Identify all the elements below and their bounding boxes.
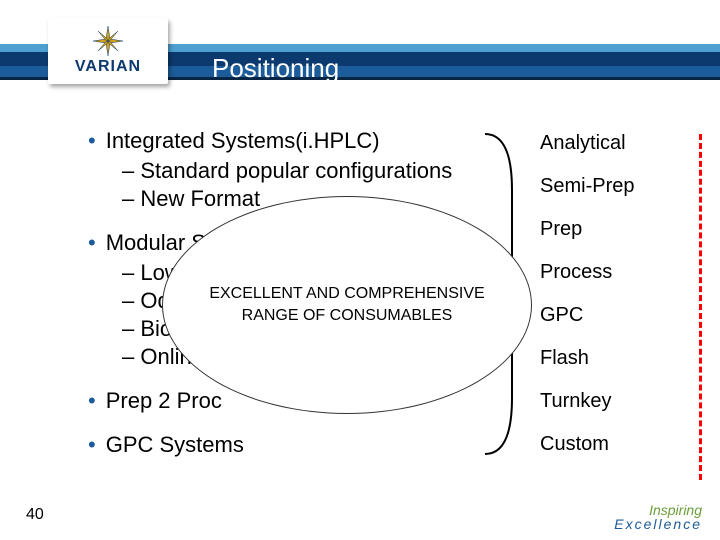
footer-tagline: Inspiring Excellence (614, 502, 702, 532)
bullet-item: •GPC Systems (88, 432, 648, 458)
bullet-text: GPC Systems (106, 432, 244, 457)
slide-title: Positioning (212, 53, 339, 84)
logo: VARIAN (48, 18, 168, 84)
callout-line1: EXCELLENT AND COMPREHENSIVE (209, 285, 484, 302)
bullet-group: •GPC Systems (88, 432, 648, 458)
red-dashed-line (699, 134, 702, 480)
logo-text: VARIAN (75, 58, 141, 76)
callout-text: EXCELLENT AND COMPREHENSIVE RANGE OF CON… (209, 283, 484, 326)
footer-line2: Excellence (614, 516, 702, 532)
callout-line2: RANGE OF CONSUMABLES (242, 307, 453, 324)
callout-oval: EXCELLENT AND COMPREHENSIVE RANGE OF CON… (162, 196, 532, 414)
starburst-icon (93, 26, 123, 56)
header: VARIAN Positioning (0, 0, 720, 100)
bullet-text: Prep 2 Proc (106, 388, 222, 413)
bullet-item: •Integrated Systems(i.HPLC) (88, 128, 648, 154)
bullet-text: Integrated Systems(i.HPLC) (106, 128, 380, 153)
bullet-sub: – Standard popular configurations (122, 158, 648, 184)
page-number: 40 (26, 506, 44, 524)
slide: VARIAN Positioning •Integrated Systems(i… (0, 0, 720, 540)
